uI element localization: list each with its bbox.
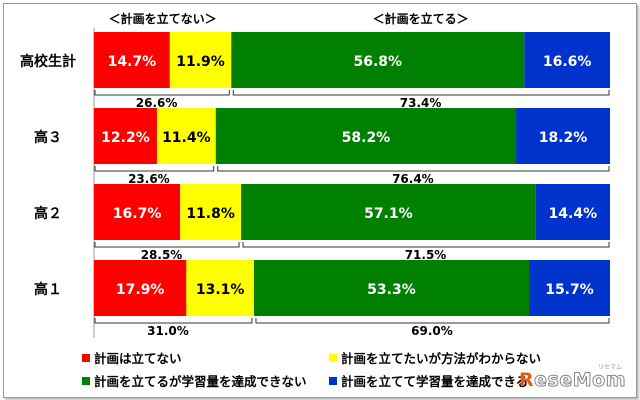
data-label-r1-s3: 18.2% bbox=[539, 130, 588, 146]
group-header-not-planning: ＜計画を立てない＞ bbox=[109, 11, 217, 26]
subtotal-not-planning-2: 28.5% bbox=[141, 248, 183, 262]
bar-segment-r0-s3 bbox=[524, 32, 610, 88]
data-label-r3-s2: 53.3% bbox=[367, 282, 416, 298]
bar-segment-r2-s1 bbox=[180, 184, 242, 240]
data-label-r2-s2: 57.1% bbox=[364, 206, 413, 222]
bar-segment-r3-s1 bbox=[186, 260, 254, 316]
category-label-0: 高校生計 bbox=[20, 53, 76, 70]
resemom-watermark: ReseMom bbox=[519, 369, 626, 392]
bar-segment-r3-s0 bbox=[94, 260, 187, 316]
bracket-planning-1 bbox=[217, 166, 610, 172]
subtotal-planning-1: 76.4% bbox=[392, 172, 434, 186]
legend-swatch-2 bbox=[329, 353, 337, 362]
bracket-not-planning-2 bbox=[94, 242, 240, 248]
subtotal-not-planning-3: 31.0% bbox=[147, 324, 189, 338]
data-label-r1-s1: 11.4% bbox=[162, 130, 211, 146]
bracket-not-planning-0 bbox=[94, 90, 230, 96]
bracket-planning-2 bbox=[242, 242, 610, 248]
subtotal-planning-2: 71.5% bbox=[405, 248, 447, 262]
subtotal-not-planning-0: 26.6% bbox=[136, 96, 178, 110]
data-label-r2-s0: 16.7% bbox=[113, 206, 162, 222]
bar-segment-r3-s2 bbox=[253, 260, 529, 316]
bar-segment-r0-s2 bbox=[231, 32, 525, 88]
chart-svg: ＜計画を立てない＞ ＜計画を立てる＞ 高校生計 14.7% 11.9% 56.8% 16.6… bbox=[20, 11, 610, 338]
category-label-2: 高２ bbox=[34, 205, 62, 222]
chart-frame: ＜計画を立てない＞ ＜計画を立てる＞ 高校生計 14.7% 11.9% 56.8% 16.6… bbox=[3, 3, 637, 398]
legend-label-3: 計画を立てるが学習量を達成できない bbox=[94, 374, 307, 389]
data-label-r0-s2: 56.8% bbox=[354, 54, 403, 70]
category-label-3: 高１ bbox=[34, 281, 62, 298]
legend-swatch-1 bbox=[82, 353, 90, 362]
category-label-1: 高３ bbox=[34, 129, 62, 146]
data-label-r0-s0: 14.7% bbox=[108, 54, 157, 70]
bracket-planning-3 bbox=[255, 318, 610, 324]
bar-segment-r1-s1 bbox=[156, 108, 216, 164]
watermark-kana: リセマム bbox=[597, 364, 622, 371]
data-label-r0-s3: 16.6% bbox=[543, 54, 592, 70]
bar-segment-r0-s1 bbox=[169, 32, 232, 88]
data-label-r2-s1: 11.8% bbox=[186, 206, 235, 222]
data-label-r3-s0: 17.9% bbox=[116, 282, 165, 298]
group-header-planning: ＜計画を立てる＞ bbox=[373, 11, 469, 26]
legend-swatch-4 bbox=[329, 376, 337, 385]
bar-segment-r3-s3 bbox=[528, 260, 610, 316]
legend-item-1: 計画は立てない bbox=[82, 348, 182, 367]
data-label-r0-s1: 11.9% bbox=[176, 54, 225, 70]
data-label-r2-s3: 14.4% bbox=[549, 206, 598, 222]
legend-item-4: 計画を立てて学習量を達成できる bbox=[329, 371, 528, 390]
data-label-r3-s1: 13.1% bbox=[196, 282, 245, 298]
bar-segment-r2-s0 bbox=[94, 184, 181, 240]
legend-item-2: 計画を立てたいが方法がわからない bbox=[329, 348, 541, 367]
bar-segment-r1-s3 bbox=[516, 108, 610, 164]
legend-swatch-3 bbox=[82, 376, 90, 385]
bar-segment-r0-s0 bbox=[94, 32, 170, 88]
bracket-planning-0 bbox=[232, 90, 610, 96]
bar-segment-r1-s0 bbox=[94, 108, 157, 164]
legend-item-3: 計画を立てるが学習量を達成できない bbox=[82, 371, 307, 390]
bar-segment-r2-s2 bbox=[241, 184, 536, 240]
subtotal-planning-3: 69.0% bbox=[411, 324, 453, 338]
bar-segment-r2-s3 bbox=[535, 184, 610, 240]
bar-segment-r1-s2 bbox=[215, 108, 517, 164]
legend-label-4: 計画を立てて学習量を達成できる bbox=[341, 374, 529, 389]
data-label-r1-s0: 12.2% bbox=[101, 130, 150, 146]
subtotal-planning-0: 73.4% bbox=[400, 96, 442, 110]
data-label-r3-s3: 15.7% bbox=[545, 282, 594, 298]
subtotal-not-planning-1: 23.6% bbox=[128, 172, 170, 186]
legend-label-2: 計画を立てたいが方法がわからない bbox=[341, 351, 542, 366]
bracket-not-planning-1 bbox=[94, 166, 215, 172]
data-label-r1-s2: 58.2% bbox=[342, 130, 391, 146]
bracket-not-planning-3 bbox=[94, 318, 253, 324]
legend-label-1: 計画は立てない bbox=[94, 351, 182, 366]
